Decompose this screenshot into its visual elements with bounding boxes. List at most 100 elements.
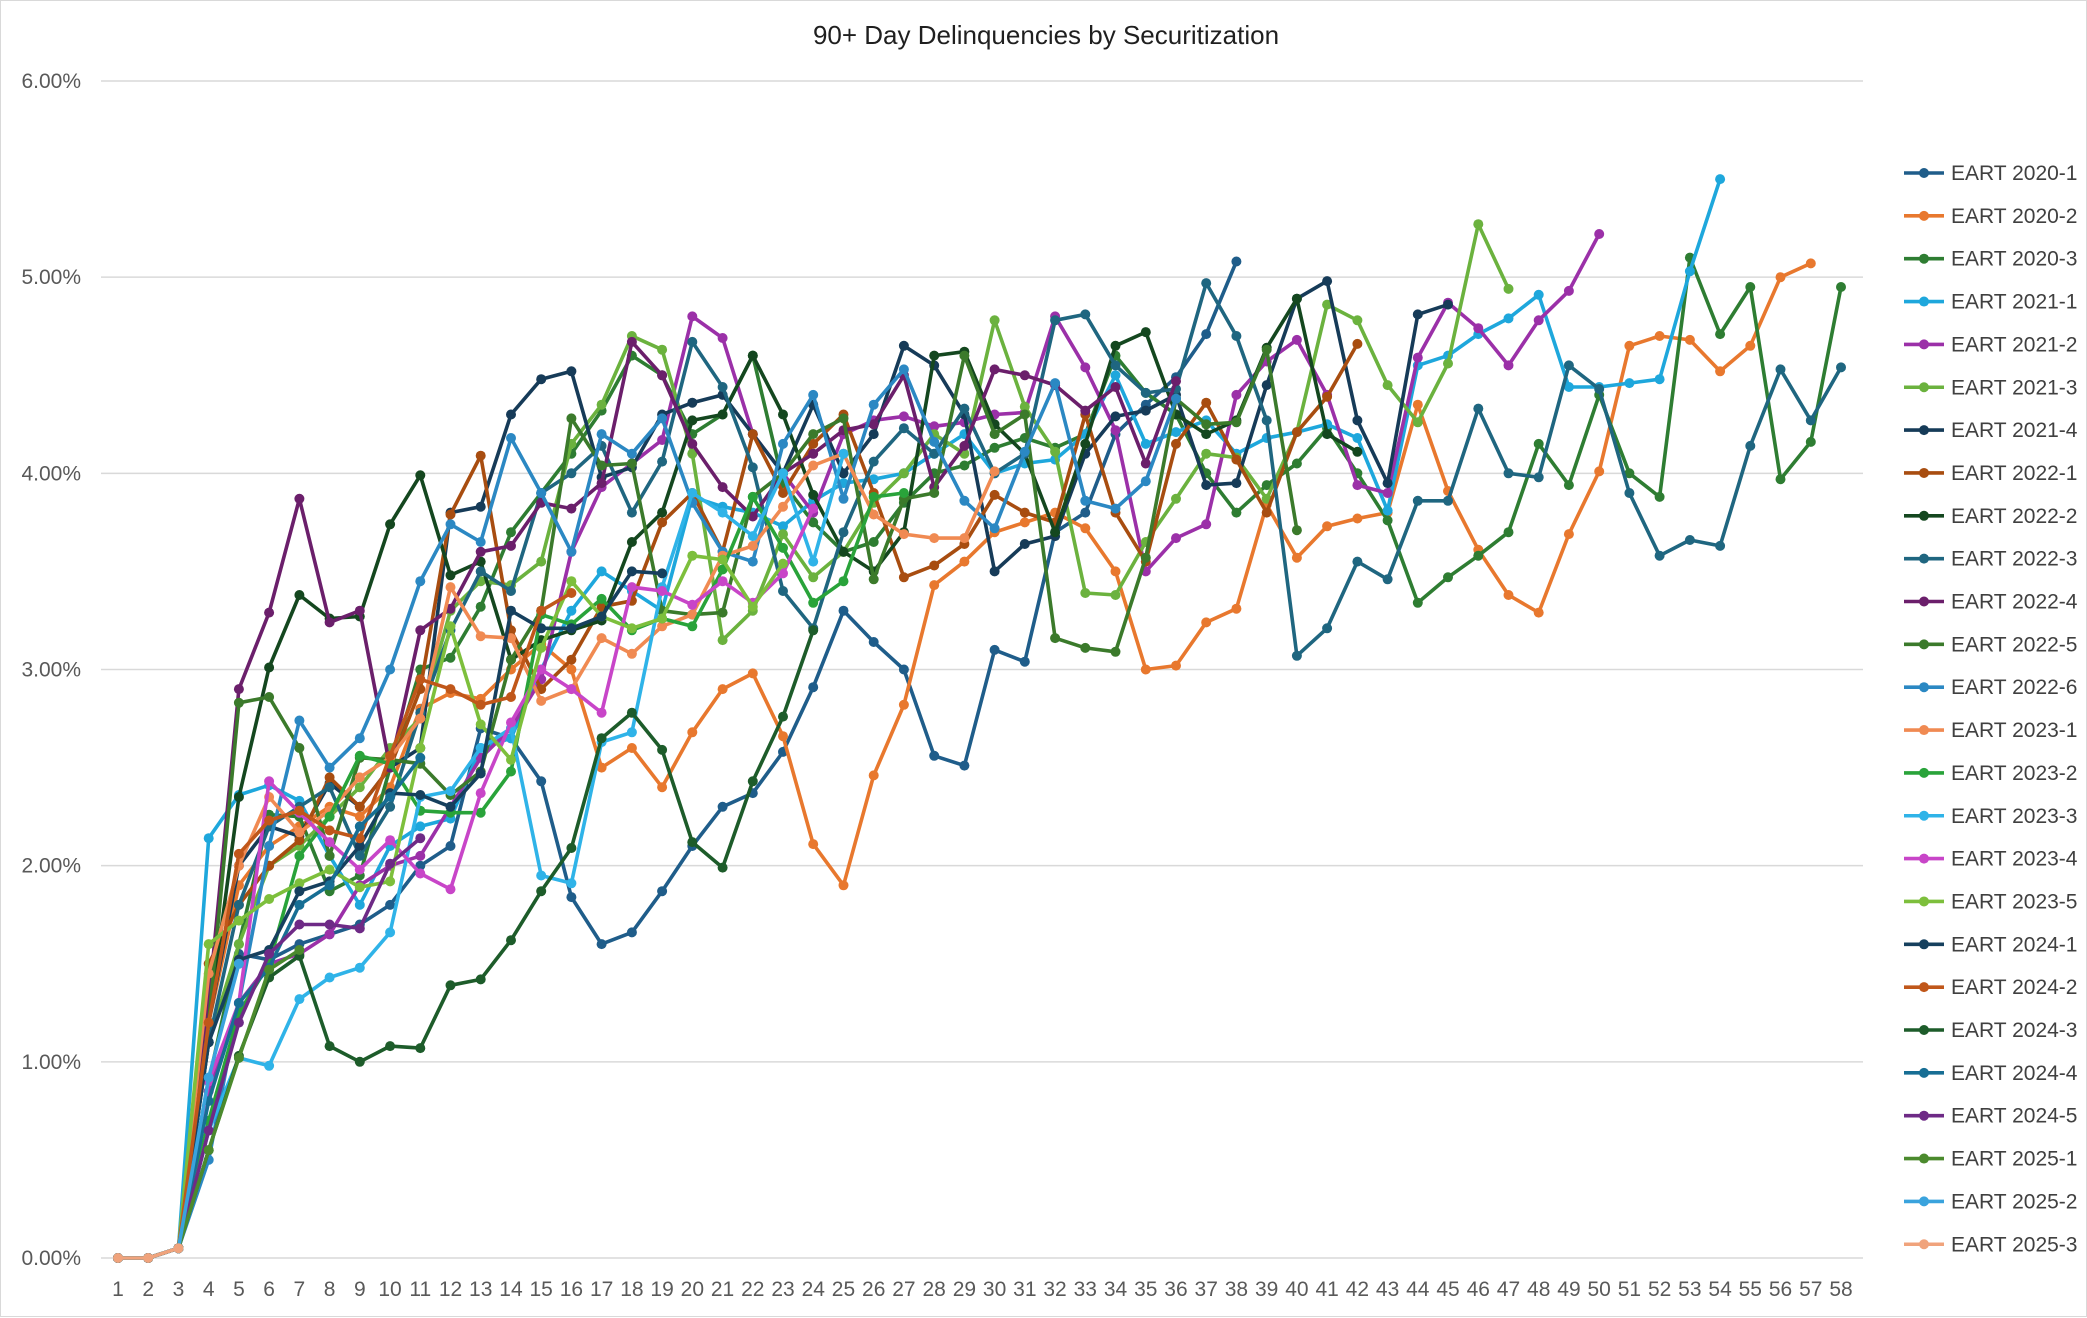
data-point bbox=[1654, 550, 1665, 561]
legend-label: EART 2022-4 bbox=[1951, 591, 2078, 614]
data-point bbox=[1352, 433, 1363, 443]
data-point bbox=[717, 564, 728, 575]
data-point bbox=[1412, 597, 1423, 608]
legend-swatch-marker bbox=[1919, 1239, 1929, 1250]
data-point bbox=[415, 674, 426, 685]
legend-label: EART 2023-2 bbox=[1951, 762, 2077, 785]
x-tick-label: 1 bbox=[112, 1278, 124, 1301]
data-point bbox=[1171, 660, 1181, 671]
series-line bbox=[116, 177, 1722, 1260]
legend: EART 2020-1 EART 2020-2 EART 2020-3 EART 20… bbox=[1904, 162, 2078, 1256]
y-tick-label: 5.00% bbox=[21, 266, 81, 289]
data-point bbox=[294, 919, 305, 930]
data-point bbox=[687, 837, 698, 848]
data-point bbox=[1291, 427, 1302, 438]
legend-label: EART 2021-3 bbox=[1951, 376, 2077, 399]
data-point bbox=[959, 495, 970, 506]
data-point bbox=[324, 864, 335, 875]
data-point bbox=[1473, 219, 1484, 230]
data-point bbox=[929, 580, 940, 591]
data-point bbox=[566, 878, 577, 889]
data-point bbox=[929, 560, 940, 571]
data-point bbox=[566, 843, 577, 853]
legend-label: EART 2021-1 bbox=[1951, 291, 2077, 314]
data-point bbox=[143, 1253, 154, 1263]
data-point bbox=[294, 743, 305, 753]
x-tick-label: 47 bbox=[1497, 1278, 1520, 1301]
data-point bbox=[778, 501, 788, 512]
series-line bbox=[116, 367, 1178, 1260]
data-point bbox=[1775, 474, 1786, 485]
legend-swatch-marker bbox=[1919, 210, 1929, 221]
data-point bbox=[1080, 362, 1091, 373]
data-point bbox=[264, 964, 275, 975]
data-point bbox=[626, 448, 637, 459]
data-point bbox=[354, 962, 365, 973]
x-tick-label: 51 bbox=[1618, 1278, 1641, 1301]
data-point bbox=[354, 1056, 365, 1067]
data-point bbox=[1443, 299, 1453, 310]
legend-item: EART 2022-4 bbox=[1904, 591, 2078, 614]
data-point bbox=[1291, 458, 1302, 469]
data-point bbox=[808, 556, 819, 567]
x-tick-label: 32 bbox=[1043, 1278, 1066, 1301]
data-point bbox=[747, 531, 758, 542]
series-line bbox=[116, 222, 1511, 1260]
data-point bbox=[1412, 352, 1423, 363]
data-point bbox=[838, 576, 849, 587]
data-point bbox=[838, 413, 849, 424]
data-point bbox=[747, 350, 758, 361]
data-point bbox=[294, 899, 305, 910]
data-point bbox=[1624, 378, 1635, 389]
data-point bbox=[747, 491, 758, 502]
x-tick-label: 46 bbox=[1467, 1278, 1490, 1301]
data-point bbox=[506, 433, 516, 443]
legend-label: EART 2022-1 bbox=[1951, 462, 2077, 485]
data-point bbox=[838, 880, 849, 891]
legend-label: EART 2022-6 bbox=[1951, 676, 2077, 699]
series-line bbox=[116, 296, 1360, 1260]
series-line bbox=[116, 279, 1450, 1260]
data-point bbox=[1805, 436, 1816, 447]
x-axis-ticks: 1 2 3 4 5 6 7 8 9 10 11 12 13 14 15 16 17 18 19 20 21 22 23 24 2… bbox=[112, 1278, 1853, 1301]
data-point bbox=[1412, 309, 1423, 320]
data-point bbox=[808, 572, 819, 583]
x-tick-label: 27 bbox=[892, 1278, 915, 1301]
data-point bbox=[1412, 399, 1423, 410]
data-point bbox=[868, 637, 879, 647]
data-point bbox=[747, 511, 758, 522]
data-point bbox=[808, 682, 819, 693]
x-tick-label: 38 bbox=[1225, 1278, 1248, 1301]
x-tick-label: 26 bbox=[862, 1278, 885, 1301]
data-point bbox=[1352, 556, 1363, 567]
data-point bbox=[1140, 664, 1151, 675]
data-point bbox=[445, 603, 456, 614]
data-point bbox=[566, 654, 577, 665]
data-point bbox=[354, 733, 365, 744]
data-point bbox=[1140, 476, 1151, 487]
data-point bbox=[566, 684, 577, 695]
x-tick-label: 6 bbox=[263, 1278, 275, 1301]
legend-label: EART 2024-3 bbox=[1951, 1019, 2077, 1042]
series-line bbox=[116, 342, 1360, 1260]
data-point bbox=[929, 436, 940, 447]
data-point bbox=[626, 582, 637, 593]
data-point bbox=[1443, 495, 1453, 506]
data-point bbox=[1291, 334, 1302, 345]
data-point bbox=[1382, 505, 1393, 516]
legend-label: EART 2024-2 bbox=[1951, 976, 2077, 999]
data-point bbox=[1382, 478, 1393, 489]
data-point bbox=[596, 707, 607, 718]
data-point bbox=[1201, 419, 1212, 430]
data-point bbox=[1745, 340, 1756, 351]
data-point bbox=[506, 692, 516, 702]
data-point bbox=[506, 717, 516, 728]
data-point bbox=[324, 617, 335, 628]
x-tick-label: 9 bbox=[354, 1278, 366, 1301]
data-point bbox=[989, 315, 1000, 326]
data-point bbox=[1533, 315, 1544, 326]
data-point bbox=[898, 529, 909, 540]
data-point bbox=[687, 415, 698, 426]
data-point bbox=[203, 833, 214, 844]
